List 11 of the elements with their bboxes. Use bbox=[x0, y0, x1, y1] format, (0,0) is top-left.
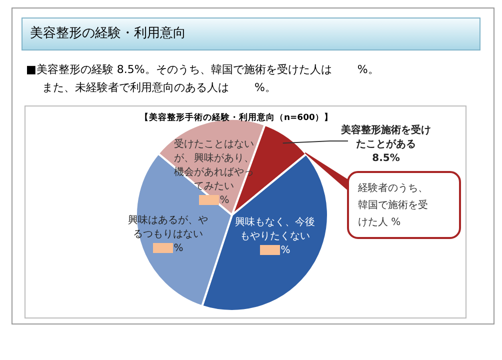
text: 経験者のうち、韓国で施術を受けた人 % bbox=[358, 182, 429, 230]
data-label: % bbox=[280, 245, 290, 256]
text: ■美容整形の経験 8.5%。そのうち、韓国で施術を受けた人は %。 bbox=[26, 62, 379, 77]
data-label: % bbox=[220, 195, 230, 206]
slice-label: 美容整形施術を受けたことがある bbox=[341, 125, 431, 150]
chart-subtitle: 【美容整形手術の経験・利用意向（n=600）】 bbox=[140, 112, 333, 124]
text: また、未経験者で利用意向のある人は %。 bbox=[42, 80, 276, 95]
data-label: % bbox=[174, 243, 184, 254]
data-label: 8.5% bbox=[372, 153, 400, 164]
chart-title: 美容整形の経験・利用意向 bbox=[30, 25, 186, 43]
slice-label: 興味もなく、今後もやりたくない bbox=[235, 217, 315, 242]
